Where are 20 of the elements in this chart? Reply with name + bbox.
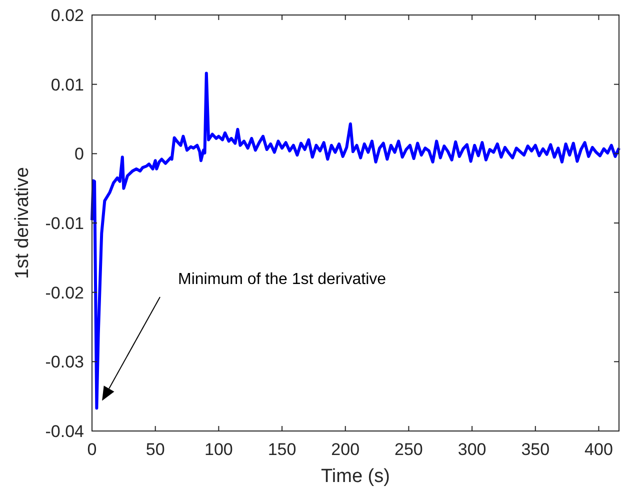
x-tick-label: 0 bbox=[87, 440, 97, 459]
y-tick-label: -0.04 bbox=[45, 422, 84, 441]
y-tick-label: 0 bbox=[74, 144, 84, 164]
y-tick-label: -0.03 bbox=[45, 352, 84, 372]
y-tick-label: 0.02 bbox=[50, 6, 84, 25]
x-tick-label: 300 bbox=[458, 440, 486, 459]
x-tick-label: 250 bbox=[394, 440, 423, 459]
y-tick-label: -0.02 bbox=[45, 283, 84, 302]
x-tick-label: 200 bbox=[331, 440, 360, 459]
y-tick-label: 0.01 bbox=[50, 75, 84, 94]
x-tick-label: 400 bbox=[584, 440, 613, 459]
line-series bbox=[90, 72, 620, 410]
x-tick-label: 50 bbox=[146, 440, 165, 459]
x-axis-title: Time (s) bbox=[321, 466, 390, 487]
y-axis-title: 1st derivative bbox=[12, 167, 33, 279]
x-tick-label: 150 bbox=[268, 440, 296, 459]
x-tick-label: 100 bbox=[204, 440, 233, 459]
y-tick-label: -0.01 bbox=[45, 214, 84, 233]
x-tick-label: 350 bbox=[521, 440, 550, 459]
annotation: Minimum of the 1st derivative bbox=[178, 271, 386, 288]
